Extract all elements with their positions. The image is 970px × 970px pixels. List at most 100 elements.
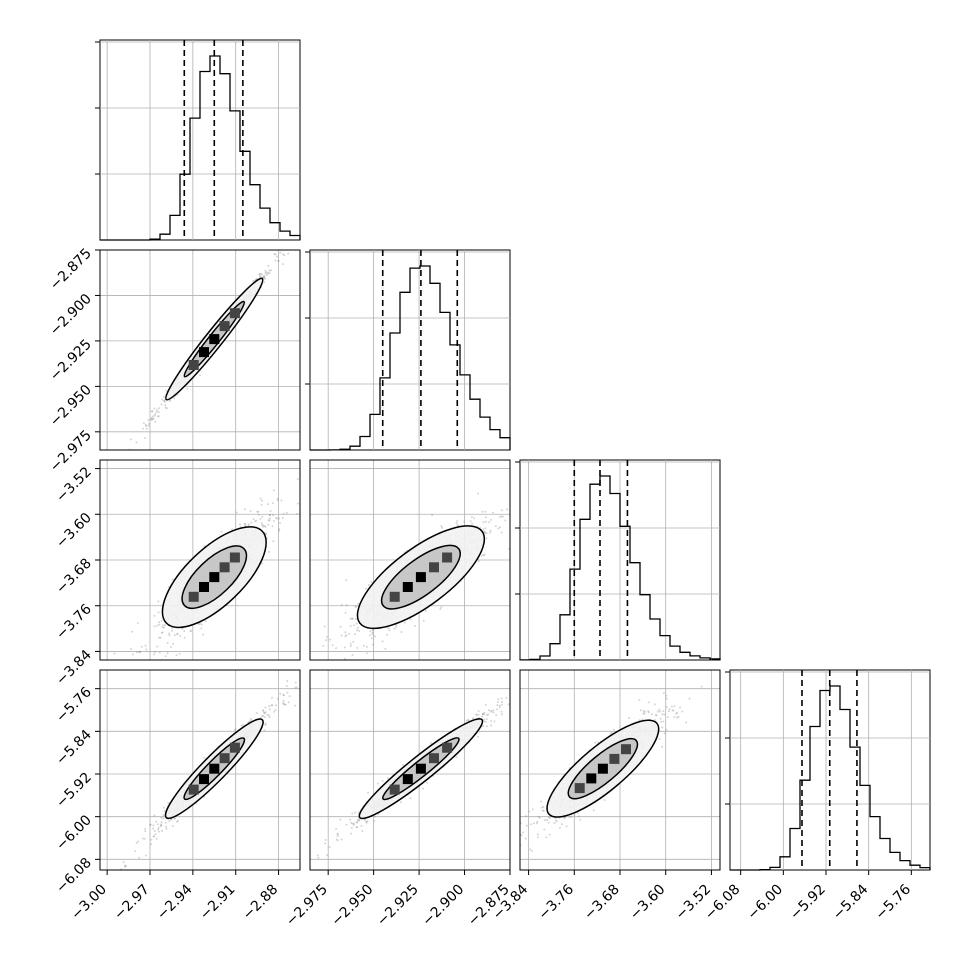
scatter-point [162, 817, 165, 820]
scatter-point [153, 814, 156, 817]
scatter-point [351, 654, 354, 656]
scatter-point [361, 830, 364, 832]
scatter-point [163, 810, 166, 812]
scatter-point [157, 826, 160, 829]
scatter-point [326, 854, 329, 857]
scatter-point [153, 835, 156, 838]
scatter-point [371, 631, 374, 634]
scatter-panel-1-0 [99, 241, 301, 451]
scatter-point [544, 819, 546, 822]
scatter-point [477, 560, 480, 563]
scatter-point [329, 638, 332, 641]
scatter-point [349, 642, 352, 645]
scatter-point [349, 818, 352, 821]
scatter-point [305, 683, 307, 685]
density-block [229, 742, 240, 753]
scatter-point [250, 719, 253, 722]
scatter-point [579, 818, 582, 821]
scatter-point [366, 652, 368, 655]
scatter-point [495, 714, 498, 717]
scatter-point [487, 713, 490, 716]
scatter-point [155, 408, 158, 411]
scatter-point [362, 644, 365, 647]
scatter-point [150, 418, 153, 421]
density-block [219, 753, 230, 764]
scatter-point [279, 522, 281, 525]
scatter-point [265, 274, 268, 277]
density-block [199, 774, 209, 785]
scatter-point [667, 710, 670, 713]
scatter-point [514, 490, 516, 492]
scatter-point [286, 244, 288, 246]
scatter-point [284, 704, 287, 706]
density-block [209, 334, 220, 345]
scatter-point [158, 636, 161, 639]
scatter-point [477, 713, 480, 716]
scatter-point [157, 828, 160, 831]
scatter-point [500, 515, 503, 518]
scatter-point [490, 724, 493, 727]
scatter-point [505, 696, 508, 699]
scatter-point [113, 652, 116, 655]
scatter-point [264, 272, 267, 275]
scatter-point [351, 617, 354, 620]
scatter-point [325, 639, 328, 642]
scatter-point [328, 846, 331, 849]
scatter-point [152, 827, 154, 830]
scatter-point [358, 819, 361, 821]
scatter-point [264, 706, 267, 709]
scatter-point [402, 764, 405, 766]
scatter-point [262, 709, 265, 712]
scatter-point [162, 395, 165, 398]
scatter-point [499, 516, 502, 518]
scatter-point [349, 624, 352, 627]
scatter-point [376, 782, 379, 785]
scatter-point [165, 825, 167, 828]
scatter-point [400, 631, 403, 633]
scatter-point [264, 711, 267, 714]
scatter-point [150, 838, 153, 841]
scatter-point [349, 645, 352, 647]
scatter-point [273, 253, 276, 255]
scatter-point [352, 822, 355, 825]
scatter-point [169, 646, 172, 648]
scatter-point [482, 554, 485, 557]
scatter-point [266, 272, 269, 275]
scatter-point [154, 414, 156, 417]
scatter-point [154, 833, 157, 836]
scatter-point [358, 630, 360, 632]
scatter-point [257, 513, 260, 516]
scatter-point [312, 663, 314, 665]
scatter-point [490, 710, 493, 713]
scatter-point [355, 605, 358, 608]
scatter-point [440, 606, 443, 609]
scatter-point [500, 531, 503, 534]
scatter-point [504, 519, 507, 522]
scatter-point [355, 826, 358, 829]
scatter-point [367, 791, 370, 794]
scatter-point [171, 578, 174, 581]
scatter-point [483, 531, 486, 534]
scatter-point [164, 655, 167, 658]
scatter-point [131, 653, 134, 656]
scatter-point [349, 617, 352, 620]
scatter-point [178, 652, 181, 655]
scatter-point [263, 729, 266, 732]
density-block [229, 308, 240, 319]
scatter-point [264, 722, 267, 725]
scatter-point [501, 700, 503, 703]
scatter-panel-2-0 [99, 459, 301, 668]
scatter-point [261, 715, 264, 718]
density-block [188, 360, 199, 370]
scatter-point [282, 694, 285, 697]
scatter-point [356, 826, 359, 829]
scatter-point [154, 420, 157, 423]
scatter-point [288, 241, 290, 243]
scatter-point [129, 666, 131, 668]
scatter-point [267, 265, 270, 267]
scatter-point [267, 714, 270, 717]
scatter-point [424, 610, 427, 613]
scatter-point [499, 526, 501, 529]
scatter-point [261, 515, 264, 518]
scatter-point [481, 510, 484, 513]
